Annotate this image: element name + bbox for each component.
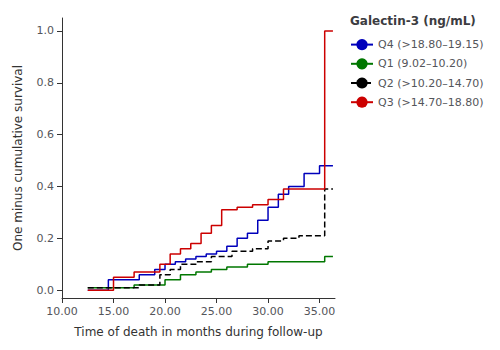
svg-text:1.0: 1.0 bbox=[37, 24, 55, 37]
svg-text:Q2 (>10.20–14.70): Q2 (>10.20–14.70) bbox=[378, 77, 483, 90]
svg-text:Time of death in months during: Time of death in months during follow-up bbox=[73, 325, 322, 339]
svg-text:0.2: 0.2 bbox=[37, 232, 55, 245]
svg-text:0.6: 0.6 bbox=[37, 128, 55, 141]
svg-text:15.00: 15.00 bbox=[98, 305, 130, 318]
svg-text:Q1 (9.02–10.20): Q1 (9.02–10.20) bbox=[378, 57, 467, 70]
svg-text:Q3 (>14.70–18.80): Q3 (>14.70–18.80) bbox=[378, 96, 483, 109]
svg-text:10.00: 10.00 bbox=[46, 305, 78, 318]
svg-text:0.4: 0.4 bbox=[37, 180, 55, 193]
svg-text:25.00: 25.00 bbox=[201, 305, 233, 318]
svg-text:Galectin-3 (ng/mL): Galectin-3 (ng/mL) bbox=[350, 14, 476, 28]
svg-text:One minus cumulative survival: One minus cumulative survival bbox=[11, 65, 25, 251]
svg-text:20.00: 20.00 bbox=[149, 305, 181, 318]
svg-text:0.0: 0.0 bbox=[37, 284, 55, 297]
svg-text:35.00: 35.00 bbox=[304, 305, 336, 318]
svg-text:Q4 (>18.80–19.15): Q4 (>18.80–19.15) bbox=[378, 38, 483, 51]
svg-text:30.00: 30.00 bbox=[252, 305, 284, 318]
svg-text:0.8: 0.8 bbox=[37, 76, 55, 89]
